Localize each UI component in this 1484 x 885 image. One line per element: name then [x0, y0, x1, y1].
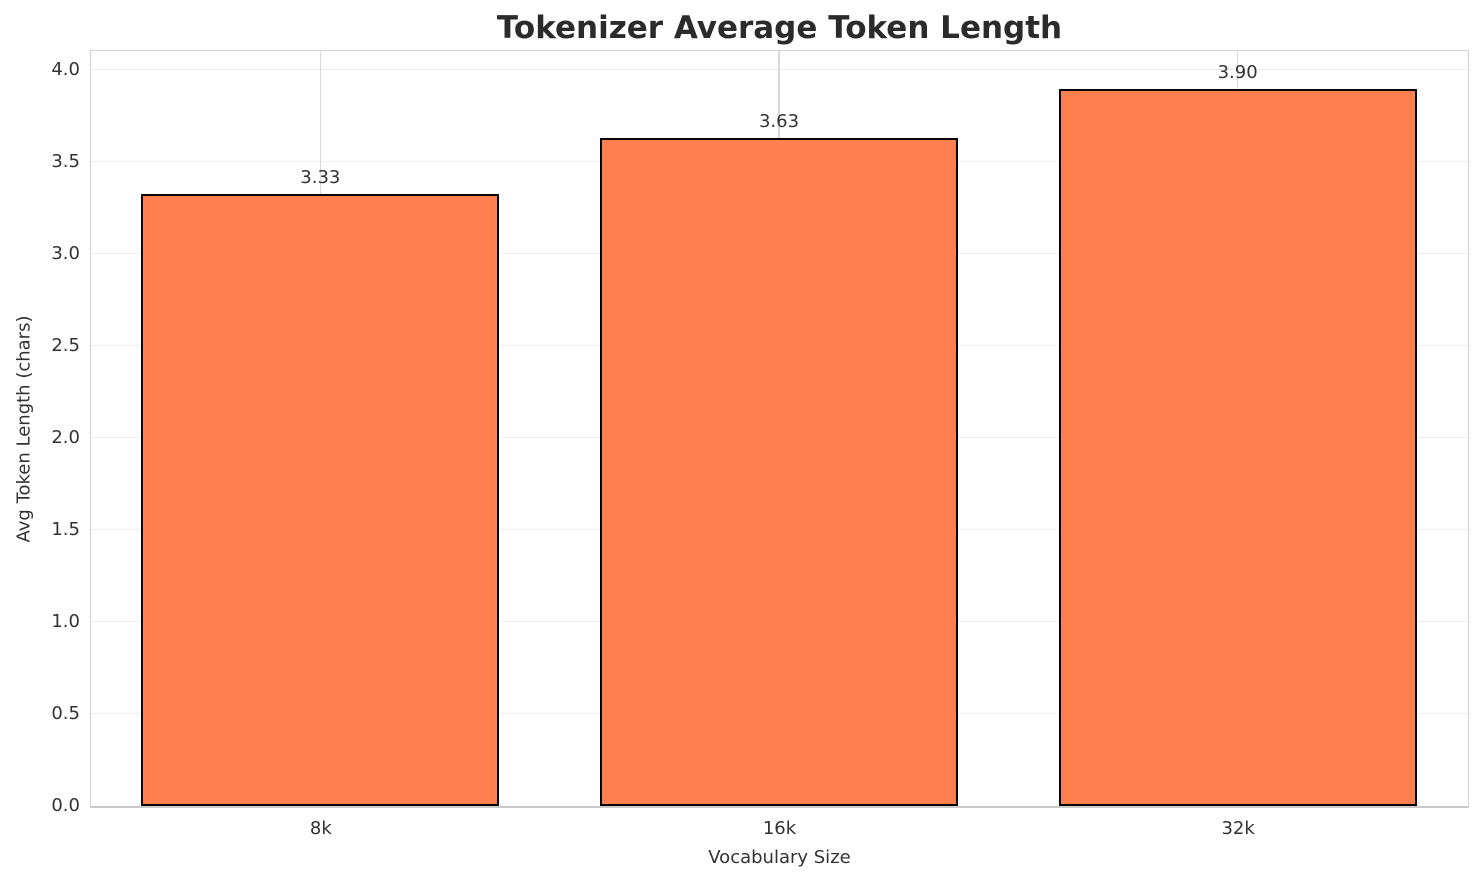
xtick-label-32k: 32k — [1221, 818, 1255, 839]
xaxis-label: Vocabulary Size — [708, 847, 851, 868]
plot-area: 3.33 3.63 3.90 — [90, 50, 1469, 808]
ytick-label: 3.5 — [51, 150, 80, 172]
ytick-label: 2.0 — [51, 426, 80, 448]
yaxis-label: Avg Token Length (chars) — [13, 315, 35, 543]
xtick-label-16k: 16k — [762, 818, 797, 839]
bar-32k — [1058, 88, 1417, 806]
bar-value-label: 3.33 — [300, 166, 341, 188]
ytick-label: 0.5 — [51, 702, 80, 724]
bar-value-label: 3.63 — [758, 111, 800, 133]
bar-8k — [141, 193, 500, 806]
ytick-label: 4.0 — [51, 58, 80, 80]
ytick-label: 2.5 — [51, 334, 80, 356]
ytick-label: 1.5 — [51, 518, 80, 540]
ytick-label: 1.0 — [51, 610, 80, 632]
ytick-label: 0.0 — [51, 794, 80, 816]
bar-16k — [600, 138, 958, 806]
ytick-label: 3.0 — [51, 242, 80, 264]
chart-title: Tokenizer Average Token Length — [496, 10, 1063, 46]
bar-value-label: 3.90 — [1217, 61, 1258, 83]
xtick-label-8k: 8k — [309, 818, 332, 839]
